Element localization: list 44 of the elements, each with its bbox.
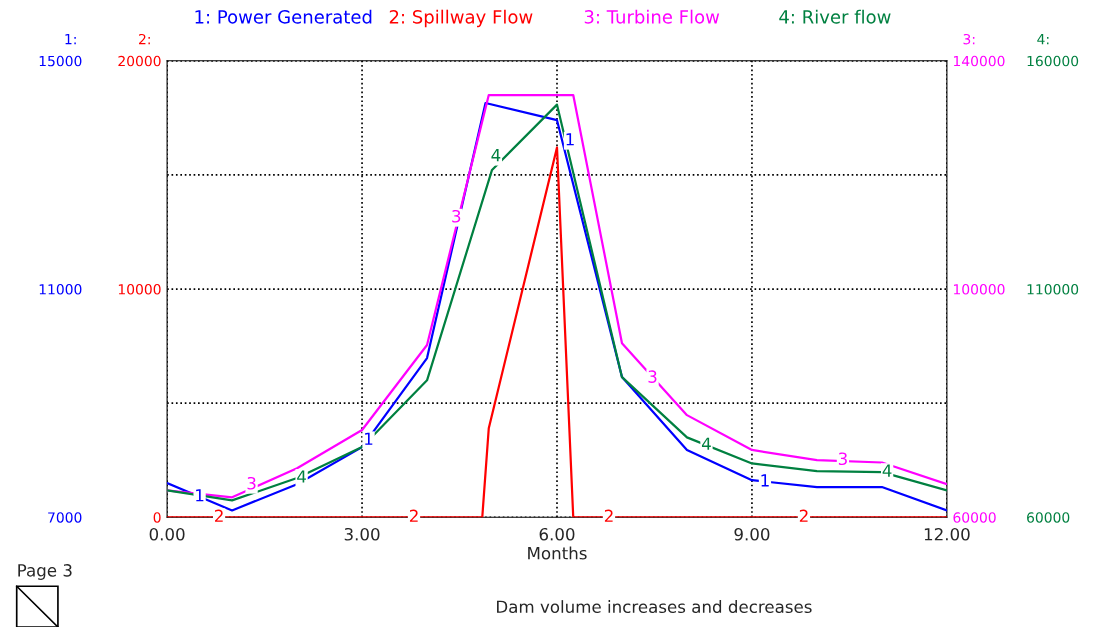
annotation: 1 (761, 474, 769, 487)
y-tick-label: 0 (153, 512, 161, 523)
y-tick-label: 7000 (48, 512, 82, 523)
annotation: 3 (838, 452, 847, 466)
annotation: 4 (491, 149, 501, 162)
y-tick-label: 10000 (118, 284, 161, 295)
annotation: 3 (247, 476, 256, 490)
text: 4: River flow (779, 9, 891, 24)
annotation: 2 (409, 509, 418, 522)
annotation: 2 (604, 509, 613, 522)
y-tick-label: 140000 (953, 55, 1005, 67)
y-tick-label: 60000 (953, 512, 996, 523)
y-tick-label: 15000 (39, 55, 82, 67)
annotation: 2 (215, 509, 223, 522)
y-tick-label: 60000 (1027, 512, 1070, 523)
y-axis-title: 2: (139, 33, 150, 45)
annotation: 1 (566, 133, 574, 146)
y-axis-title: 4: (1037, 34, 1049, 45)
text: 1: Power Generated (195, 9, 372, 24)
x-tick-label: 6.00 (539, 527, 575, 541)
x-tick-label: 3.00 (344, 527, 380, 541)
y-tick-label: 11000 (39, 284, 82, 295)
y-tick-label: 20000 (118, 55, 161, 67)
text: Page 3 (18, 564, 72, 580)
text: Dam volume increases and decreases (497, 600, 812, 614)
annotation: 4 (701, 437, 711, 450)
x-axis-title: Months (528, 546, 587, 560)
annotation: 1 (365, 432, 373, 445)
y-tick-label: 160000 (1027, 55, 1079, 67)
annotation: 3 (452, 209, 461, 223)
text: 2: Spillway Flow (389, 9, 533, 28)
x-tick-label: 9.00 (734, 527, 770, 541)
annotation: 4 (882, 464, 892, 477)
text: 3: Turbine Flow (584, 9, 720, 24)
x-tick-label: 12.00 (924, 527, 970, 541)
annotation: 4 (297, 470, 306, 483)
annotation: 3 (648, 370, 657, 383)
annotation: 2 (799, 509, 808, 522)
x-tick-label: 0.00 (149, 527, 185, 541)
y-axis-title: 3: (963, 33, 975, 45)
y-axis-title: 1: (65, 34, 76, 45)
y-tick-label: 100000 (953, 284, 1005, 295)
y-tick-label: 110000 (1027, 284, 1079, 295)
annotation: 1 (196, 489, 204, 502)
